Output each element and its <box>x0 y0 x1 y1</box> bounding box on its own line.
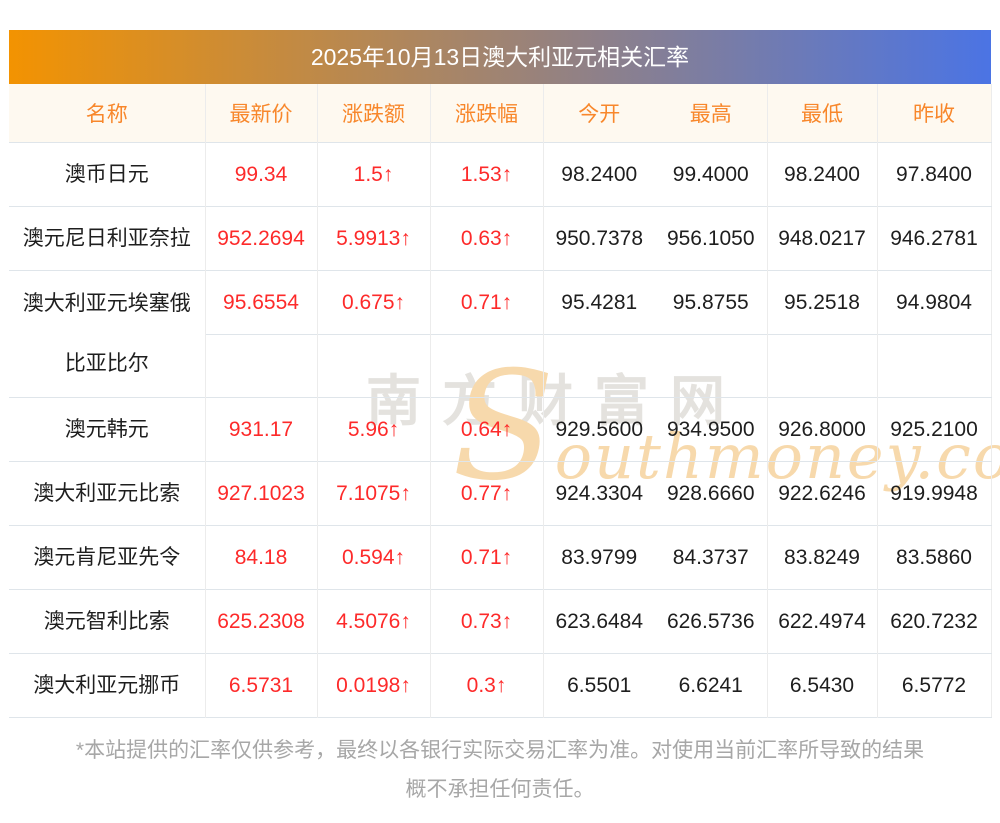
cell-change_pct: 0.63↑ <box>429 206 543 271</box>
cell-low: 6.5430 <box>766 653 877 718</box>
column-header: 最低 <box>766 84 877 143</box>
cell-change: 7.1075↑ <box>316 461 430 526</box>
cell-close: 6.5772 <box>876 653 991 718</box>
cell-change: 0.675↑ <box>316 270 430 335</box>
cell-high: 928.6660 <box>666 481 755 505</box>
disclaimer: *本站提供的汇率仅供参考，最终以各银行实际交易汇率为准。对使用当前汇率所导致的结… <box>0 731 1000 809</box>
cell-latest: 625.2308 <box>204 589 317 654</box>
cell-change: 0.594↑ <box>316 525 430 590</box>
disclaimer-line-2: 概不承担任何责任。 <box>405 778 595 801</box>
table-row: 澳元肯尼亚先令 84.18 0.594↑ 0.71↑ 83.9799 84.3737 83.… <box>9 525 991 590</box>
cell-name: 澳币日元 <box>64 162 149 186</box>
cell-empty <box>316 334 430 398</box>
cell-latest: 95.6554 <box>204 270 317 335</box>
table-row-spacer <box>9 334 991 398</box>
table-row: 澳大利亚元挪币 6.5731 0.0198↑ 0.3↑ 6.5501 6.6241 6.54… <box>9 653 991 718</box>
table-row: 澳元韩元 931.17 5.96↑ 0.64↑ 929.5600 934.9500 926.… <box>9 397 991 462</box>
cell-low: 926.8000 <box>766 397 877 462</box>
table-header-row: 名称 最新价 涨跌额 涨跌幅 今开 最高 最低 昨收 <box>9 84 991 143</box>
cell-change_pct: 0.71↑ <box>429 525 543 590</box>
cell-empty <box>876 334 991 398</box>
cell-empty <box>766 334 877 398</box>
cell-high: 934.9500 <box>666 417 755 441</box>
cell-close: 83.5860 <box>876 525 991 590</box>
cell-empty <box>542 334 655 398</box>
cell-open: 929.5600 <box>542 397 655 462</box>
column-header: 昨收 <box>876 84 991 143</box>
column-header: 最高 <box>655 84 767 143</box>
cell-low: 948.0217 <box>766 206 877 271</box>
exchange-rate-table: 名称 最新价 涨跌额 涨跌幅 今开 最高 最低 昨收 澳币日元 99.34 1.5↑ 1.53↑ 98… <box>9 84 992 718</box>
cell-change_pct: 1.53↑ <box>429 142 543 207</box>
cell-close: 620.7232 <box>876 589 991 654</box>
cell-open: 6.5501 <box>542 653 655 718</box>
cell-name: 澳元智利比索 <box>43 609 170 633</box>
cell-close: 94.9804 <box>876 270 991 335</box>
cell-open: 95.4281 <box>542 270 655 335</box>
column-header: 最新价 <box>204 84 317 143</box>
cell-open: 924.3304 <box>542 461 655 526</box>
cell-high: 99.4000 <box>672 162 749 186</box>
cell-name: 澳元尼日利亚奈拉 <box>22 226 191 250</box>
cell-low: 922.6246 <box>766 461 877 526</box>
cell-close: 946.2781 <box>876 206 991 271</box>
cell-name: 澳大利亚元埃塞俄比亚比尔 <box>22 292 191 375</box>
cell-change: 5.9913↑ <box>316 206 430 271</box>
cell-empty <box>655 335 767 398</box>
cell-high: 84.3737 <box>672 545 749 569</box>
cell-change_pct: 0.3↑ <box>429 653 543 718</box>
cell-low: 95.2518 <box>766 270 877 335</box>
cell-latest: 952.2694 <box>204 206 317 271</box>
cell-name: 澳元肯尼亚先令 <box>33 545 181 569</box>
cell-high: 956.1050 <box>666 226 755 250</box>
title-bar: 2025年10月13日澳大利亚元相关汇率 <box>9 30 991 84</box>
cell-latest: 99.34 <box>204 142 317 207</box>
cell-latest: 6.5731 <box>204 653 317 718</box>
cell-latest: 931.17 <box>204 397 317 462</box>
cell-low: 622.4974 <box>766 589 877 654</box>
cell-change_pct: 0.71↑ <box>429 270 543 335</box>
cell-high: 6.6241 <box>678 673 743 697</box>
cell-change_pct: 0.64↑ <box>429 397 543 462</box>
cell-open: 950.7378 <box>542 206 655 271</box>
table-row: 澳币日元 99.34 1.5↑ 1.53↑ 98.2400 99.4000 98.2400 9… <box>9 142 991 207</box>
cell-high: 95.8755 <box>672 290 749 314</box>
cell-high: 626.5736 <box>666 609 755 633</box>
cell-close: 925.2100 <box>876 397 991 462</box>
table-row: 澳元尼日利亚奈拉 952.2694 5.9913↑ 0.63↑ 950.7378 956.… <box>9 206 991 271</box>
cell-low: 98.2400 <box>766 142 877 207</box>
table-row: 澳大利亚元埃塞俄比亚比尔 95.6554 0.675↑ 0.71↑ 95.4281 95.… <box>9 270 991 375</box>
column-header: 名称 <box>9 84 205 143</box>
cell-change_pct: 0.73↑ <box>429 589 543 654</box>
cell-change: 1.5↑ <box>316 142 430 207</box>
cell-name: 澳大利亚元比索 <box>33 481 181 505</box>
cell-close: 919.9948 <box>876 461 991 526</box>
page-title: 2025年10月13日澳大利亚元相关汇率 <box>310 44 690 70</box>
column-header: 涨跌幅 <box>429 84 543 143</box>
disclaimer-line-1: *本站提供的汇率仅供参考，最终以各银行实际交易汇率为准。对使用当前汇率所导致的结… <box>75 739 925 762</box>
cell-low: 83.8249 <box>766 525 877 590</box>
page: 2025年10月13日澳大利亚元相关汇率 南方财富网 S outhmoney.c… <box>0 30 1000 823</box>
cell-change: 0.0198↑ <box>316 653 430 718</box>
cell-change: 4.5076↑ <box>316 589 430 654</box>
cell-name: 澳元韩元 <box>64 417 149 441</box>
cell-open: 83.9799 <box>542 525 655 590</box>
cell-close: 97.8400 <box>876 142 991 207</box>
table-row: 澳元智利比索 625.2308 4.5076↑ 0.73↑ 623.6484 626.57… <box>9 589 991 654</box>
cell-name: 澳大利亚元挪币 <box>33 673 181 697</box>
cell-latest: 84.18 <box>204 525 317 590</box>
cell-change_pct: 0.77↑ <box>429 461 543 526</box>
table-row: 澳大利亚元比索 927.1023 7.1075↑ 0.77↑ 924.3304 928.6… <box>9 461 991 526</box>
cell-change: 5.96↑ <box>316 397 430 462</box>
cell-open: 98.2400 <box>542 142 655 207</box>
column-header: 今开 <box>542 84 655 143</box>
cell-open: 623.6484 <box>542 589 655 654</box>
cell-empty <box>429 334 543 398</box>
cell-latest: 927.1023 <box>204 461 317 526</box>
column-header: 涨跌额 <box>316 84 430 143</box>
cell-empty <box>204 334 317 398</box>
